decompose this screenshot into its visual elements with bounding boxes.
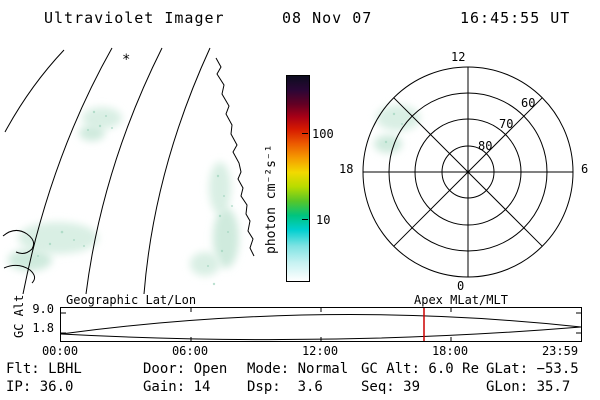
polar-grid-panel	[362, 66, 574, 278]
app-title: Ultraviolet Imager	[44, 9, 225, 27]
status-glon: GLon: 35.7	[486, 379, 571, 395]
strip-frame	[60, 307, 582, 342]
strip-ytick-bottom: 1.8	[32, 321, 54, 335]
strip-axis-ticks	[61, 308, 581, 341]
status-door: Door: Open	[143, 361, 228, 377]
emission-speckles	[37, 110, 233, 286]
status-filter: Flt: LBHL	[6, 361, 82, 377]
alt-envelope-upper	[60, 314, 582, 335]
status-seq: Seq: 39	[361, 379, 421, 395]
strip-xtick-2359: 23:59	[541, 344, 579, 358]
strip-xtick-1800: 18:00	[431, 344, 469, 358]
strip-xtick-1200: 12:00	[301, 344, 339, 358]
colorbar-axis-label: photon cm⁻²s⁻¹	[264, 144, 279, 254]
status-ip: IP: 36.0	[6, 379, 74, 395]
strip-y-axis-label: GC Alt	[12, 294, 26, 338]
coastline	[215, 57, 255, 257]
geographic-map-panel: *	[2, 47, 255, 294]
time-display: 16:45:55 UT	[460, 9, 571, 27]
mlat-label-60: 60	[521, 96, 536, 110]
colorbar-tick-mark-10	[302, 219, 308, 220]
map-panel-title: Geographic Lat/Lon	[66, 293, 197, 307]
strip-xtick-0600: 06:00	[171, 344, 209, 358]
colorbar	[286, 75, 310, 282]
status-gain: Gain: 14	[143, 379, 211, 395]
strip-ytick-top: 9.0	[32, 302, 54, 316]
mlt-label-0: 0	[457, 279, 465, 293]
coastline-southwest	[2, 230, 36, 284]
status-glat: GLat: −53.5	[486, 361, 579, 377]
status-mode: Mode: Normal	[247, 361, 349, 377]
auroral-emission-patches	[8, 107, 239, 276]
colorbar-tick-label-10: 10	[316, 213, 331, 227]
mlt-spokes	[363, 67, 573, 277]
mlat-label-70: 70	[499, 117, 514, 131]
polar-panel-title: Apex MLat/MLT	[414, 293, 508, 307]
mlt-label-18: 18	[339, 162, 354, 176]
orbit-strip-chart	[60, 307, 582, 342]
polar-emission-patch	[374, 105, 420, 153]
mlt-label-12: 12	[451, 50, 466, 64]
star-marker: *	[122, 52, 130, 68]
latlon-grid-arcs	[4, 47, 211, 294]
status-gc-alt: GC Alt: 6.0 Re	[361, 361, 480, 377]
mlat-label-80: 80	[478, 139, 493, 153]
date-display: 08 Nov 07	[282, 9, 373, 27]
mlt-label-6: 6	[581, 162, 589, 176]
colorbar-tick-label-100: 100	[312, 127, 334, 141]
status-dsp: Dsp: 3.6	[247, 379, 323, 395]
colorbar-tick-mark-100	[302, 133, 308, 134]
strip-xtick-0000: 00:00	[41, 344, 79, 358]
